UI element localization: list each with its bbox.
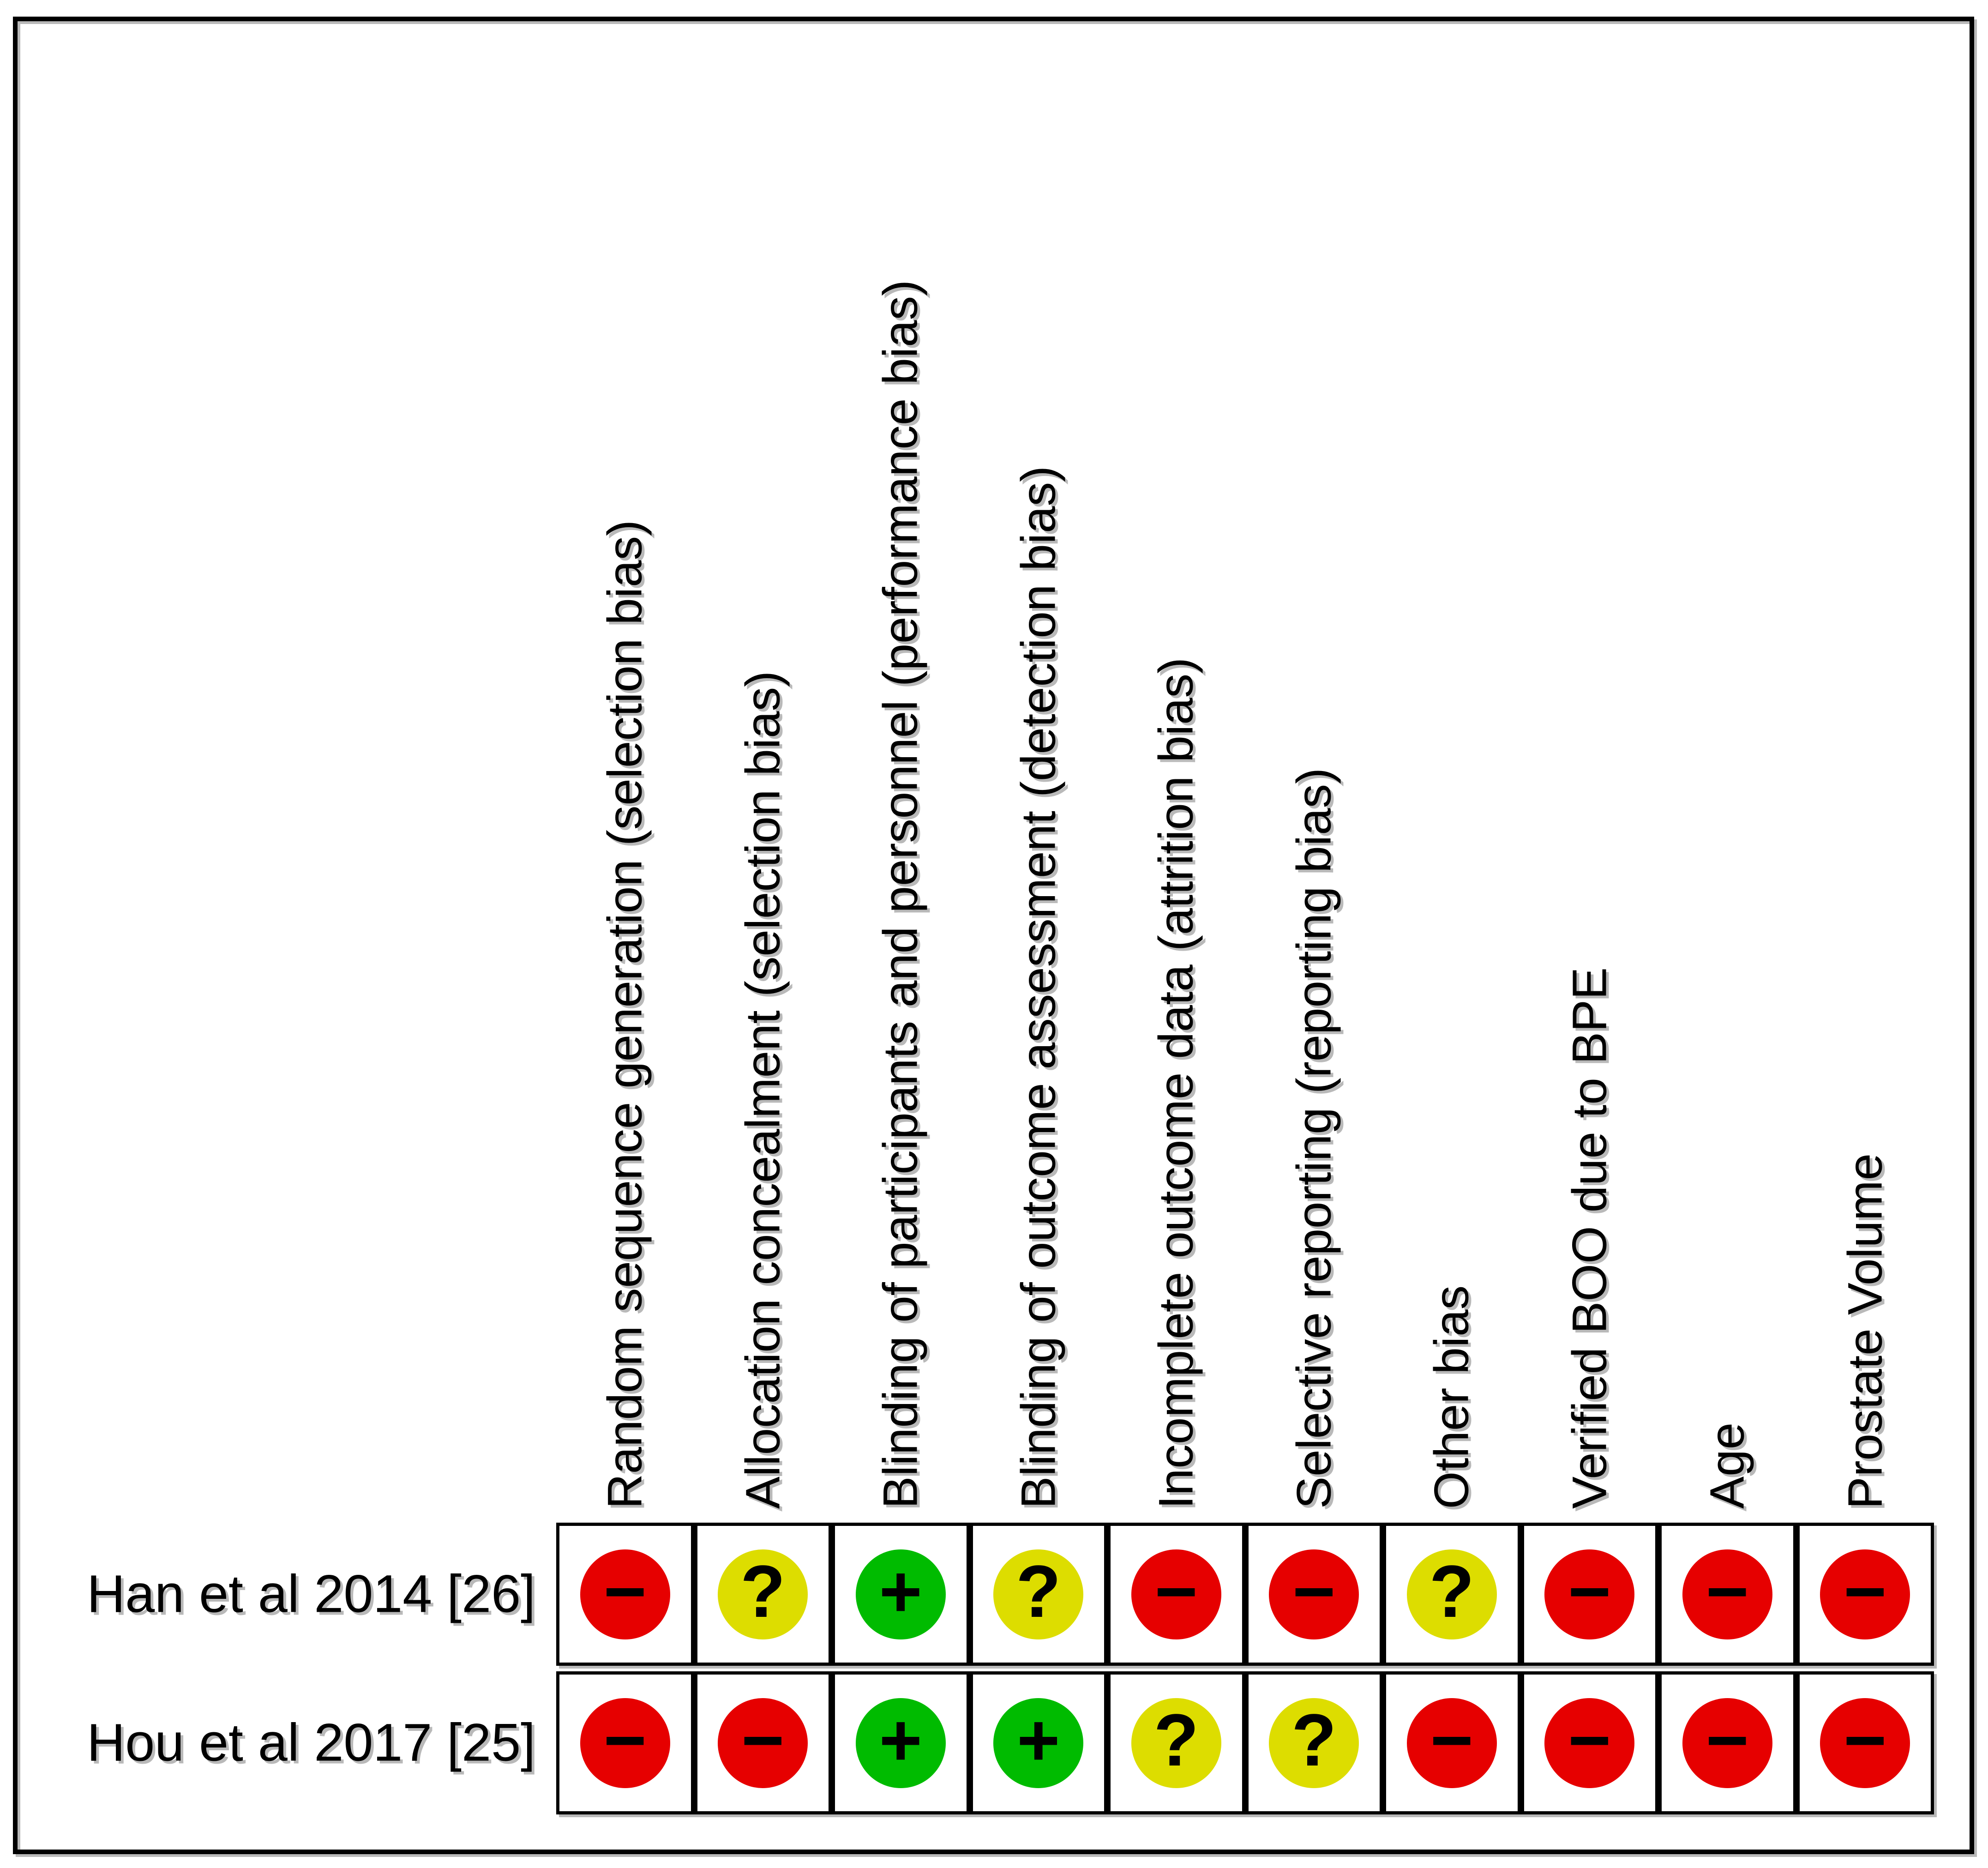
judgment-circle: − <box>1820 1698 1910 1788</box>
column-header: Age <box>1697 1422 1757 1509</box>
judgment-symbol: − <box>1292 1550 1336 1633</box>
judgment-cell: + <box>969 1671 1107 1814</box>
judgment-cell: − <box>1796 1523 1934 1666</box>
judgment-circle: + <box>855 1698 946 1788</box>
judgment-circle: ? <box>718 1549 808 1639</box>
column-header-label: Age <box>1700 1422 1754 1509</box>
judgment-circle: − <box>1682 1698 1772 1788</box>
judgment-circle: − <box>1682 1549 1772 1639</box>
column-header: Allocation concealment (selection bias) <box>733 671 793 1509</box>
judgment-cell: − <box>1658 1523 1796 1666</box>
column-header: Verified BOO due to BPE <box>1559 967 1620 1509</box>
judgment-symbol: − <box>1706 1550 1749 1633</box>
column-header-label: Other bias <box>1424 1285 1479 1509</box>
column-header-label: Verified BOO due to BPE <box>1562 967 1617 1509</box>
judgment-symbol: ? <box>1153 1699 1199 1781</box>
judgment-symbol: ? <box>740 1550 786 1633</box>
judgment-cell: − <box>1796 1671 1934 1814</box>
judgment-cell: ? <box>1383 1523 1521 1666</box>
judgment-symbol: + <box>879 1699 922 1781</box>
column-header: Blinding of participants and personnel (… <box>870 280 931 1509</box>
judgment-cell: + <box>832 1671 970 1814</box>
judgment-symbol: − <box>603 1699 647 1781</box>
column-header: Selective reporting (reporting bias) <box>1284 768 1344 1509</box>
judgment-circle: ? <box>1269 1698 1359 1788</box>
figure-frame <box>13 17 1974 1854</box>
judgment-symbol: − <box>1706 1699 1749 1781</box>
judgment-circle: ? <box>993 1549 1084 1639</box>
judgment-circle: − <box>1544 1549 1635 1639</box>
judgment-symbol: ? <box>1429 1550 1475 1633</box>
judgment-cell: ? <box>1107 1671 1245 1814</box>
column-header: Other bias <box>1421 1285 1482 1509</box>
judgment-circle: − <box>1820 1549 1910 1639</box>
judgment-symbol: − <box>1568 1550 1611 1633</box>
column-header-label: Random sequence generation (selection bi… <box>598 519 652 1509</box>
judgment-circle: + <box>993 1698 1084 1788</box>
judgment-circle: + <box>855 1549 946 1639</box>
column-header-label: Blinding of participants and personnel (… <box>873 280 928 1509</box>
judgment-cell: ? <box>969 1523 1107 1666</box>
row-label-study-1: Han et al 2014 [26] <box>87 1564 535 1624</box>
judgment-cell: − <box>1520 1523 1658 1666</box>
judgment-cell: + <box>832 1523 970 1666</box>
column-header-label: Incomplete outcome data (attrition bias) <box>1149 657 1203 1509</box>
judgment-circle: − <box>1406 1698 1497 1788</box>
judgment-circle: − <box>580 1698 670 1788</box>
judgment-symbol: − <box>741 1699 785 1781</box>
judgment-circle: − <box>1544 1698 1635 1788</box>
column-header-label: Prostate Volume <box>1838 1153 1892 1509</box>
column-header-label: Blinding of outcome assessment (detectio… <box>1011 466 1066 1509</box>
judgment-circle: − <box>580 1549 670 1639</box>
judgment-symbol: ? <box>1015 1550 1061 1633</box>
judgment-cell: − <box>1520 1671 1658 1814</box>
judgment-cell: − <box>1245 1523 1383 1666</box>
judgment-cell: − <box>556 1523 694 1666</box>
judgment-symbol: − <box>1430 1699 1473 1781</box>
judgment-circle: − <box>1269 1549 1359 1639</box>
column-header: Incomplete outcome data (attrition bias) <box>1146 657 1206 1509</box>
judgment-cell: − <box>694 1671 832 1814</box>
judgment-circle: − <box>718 1698 808 1788</box>
judgment-cell: − <box>556 1671 694 1814</box>
judgment-cell: − <box>1383 1671 1521 1814</box>
judgment-cell: ? <box>1245 1671 1383 1814</box>
judgment-symbol: − <box>603 1550 647 1633</box>
judgment-symbol: ? <box>1291 1699 1337 1781</box>
judgment-grid: − ? + ? − − ? − − − − − + + ? ? − − − − <box>556 1523 1934 1814</box>
judgment-symbol: + <box>1017 1699 1060 1781</box>
judgment-circle: ? <box>1131 1698 1221 1788</box>
judgment-circle: − <box>1131 1549 1221 1639</box>
column-header-label: Allocation concealment (selection bias) <box>736 670 790 1509</box>
judgment-cell: ? <box>694 1523 832 1666</box>
column-header: Random sequence generation (selection bi… <box>595 520 655 1509</box>
row-label-study-2: Hou et al 2017 [25] <box>87 1713 535 1772</box>
judgment-symbol: − <box>1844 1550 1887 1633</box>
judgment-cell: − <box>1107 1523 1245 1666</box>
judgment-symbol: − <box>1844 1699 1887 1781</box>
judgment-cell: − <box>1658 1671 1796 1814</box>
column-header: Blinding of outcome assessment (detectio… <box>1008 466 1069 1509</box>
judgment-symbol: + <box>879 1550 922 1633</box>
judgment-symbol: − <box>1154 1550 1198 1633</box>
judgment-circle: ? <box>1406 1549 1497 1639</box>
column-header: Prostate Volume <box>1835 1153 1895 1509</box>
judgment-symbol: − <box>1568 1699 1611 1781</box>
column-header-label: Selective reporting (reporting bias) <box>1287 768 1341 1509</box>
